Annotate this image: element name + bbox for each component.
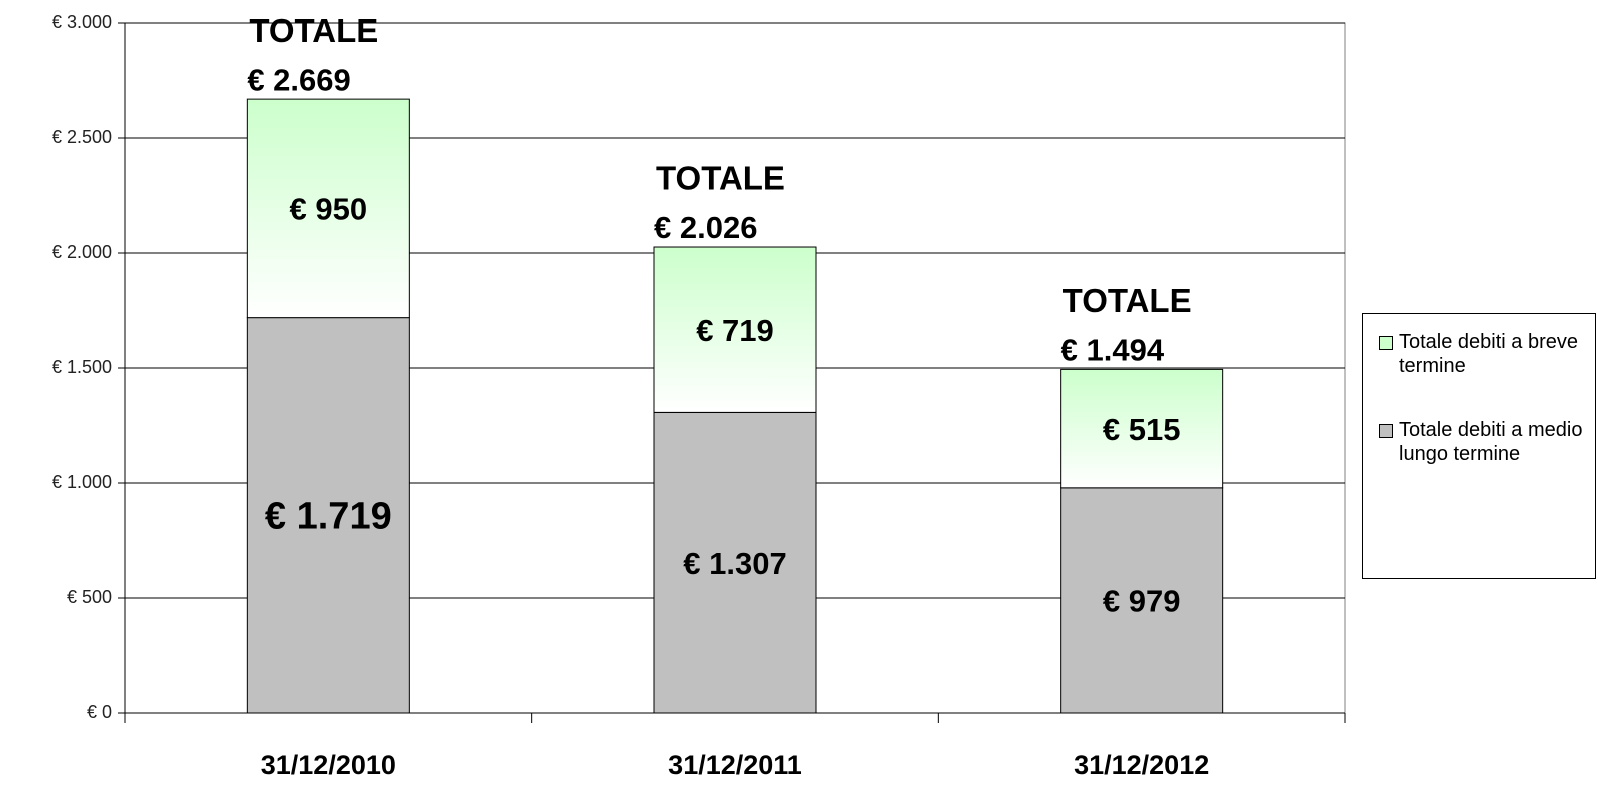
y-tick-label: € 0 <box>87 702 112 722</box>
bar-segment <box>653 246 817 413</box>
bar-segment <box>653 411 817 714</box>
bar-segment <box>246 98 410 319</box>
total-label: € 1.494 <box>1061 333 1165 368</box>
data-label: € 719 <box>696 313 774 348</box>
data-label: € 1.719 <box>265 495 392 537</box>
total-title: TOTALE <box>1063 282 1192 319</box>
x-tick-label: 31/12/2010 <box>261 750 396 780</box>
total-title: TOTALE <box>249 12 378 49</box>
data-label: € 515 <box>1103 412 1181 447</box>
y-tick-label: € 2.500 <box>52 127 112 147</box>
y-tick-label: € 1.500 <box>52 357 112 377</box>
y-tick-label: € 500 <box>67 587 112 607</box>
y-tick-label: € 2.000 <box>52 242 112 262</box>
bar-segment <box>1060 368 1224 489</box>
total-title: TOTALE <box>656 160 785 197</box>
legend-item: Totale debiti a medio lungo termine <box>1379 418 1598 466</box>
legend-label: Totale debiti a medio lungo termine <box>1399 419 1583 465</box>
legend-item: Totale debiti a breve termine <box>1379 330 1598 378</box>
x-tick-label: 31/12/2012 <box>1074 750 1209 780</box>
x-tick-label: 31/12/2011 <box>668 750 802 780</box>
total-label: € 2.669 <box>247 62 350 97</box>
data-label: € 1.307 <box>683 546 786 581</box>
data-label: € 950 <box>290 192 368 227</box>
data-label: € 979 <box>1103 584 1181 619</box>
legend-label: Totale debiti a breve termine <box>1399 331 1579 377</box>
bar-segment <box>246 317 410 714</box>
legend: Totale debiti a breve termine Totale debi… <box>1362 313 1596 579</box>
total-label: € 2.026 <box>654 210 757 245</box>
legend-swatch <box>1379 424 1393 438</box>
y-tick-label: € 3.000 <box>52 12 112 32</box>
bar-segment <box>1060 487 1224 714</box>
y-tick-label: € 1.000 <box>52 472 112 492</box>
legend-swatch <box>1379 336 1393 350</box>
